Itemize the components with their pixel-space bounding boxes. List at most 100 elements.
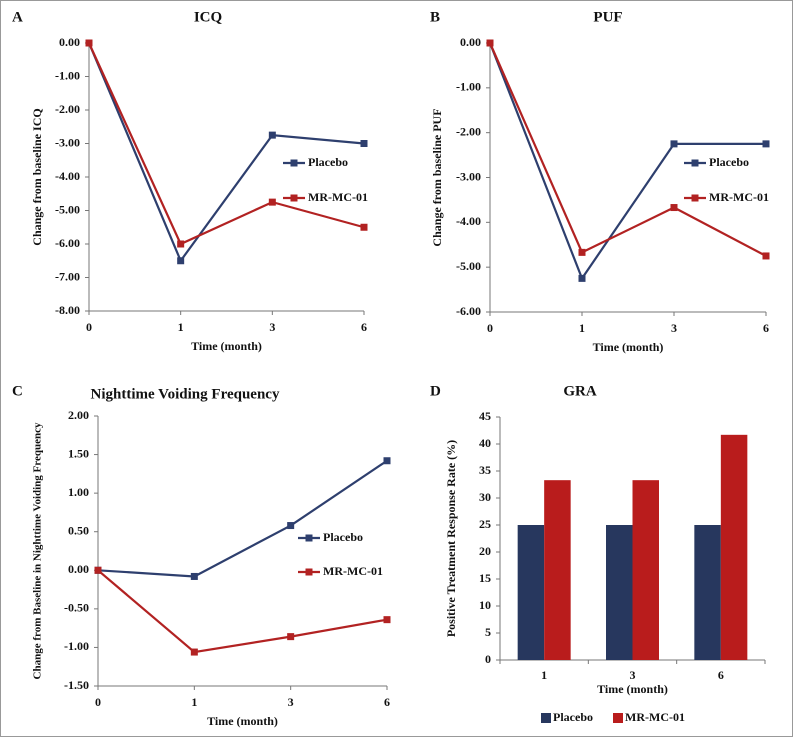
x-axis-label: Time (month) (593, 340, 664, 354)
x-tick-label: 3 (630, 668, 636, 682)
series-line (488, 42, 767, 257)
point (360, 140, 368, 147)
y-tick-label: -6.00 (456, 304, 481, 318)
series-line (87, 42, 365, 246)
legend-label: MR-MC-01 (308, 190, 368, 204)
y-tick-label: 45 (479, 409, 491, 423)
y-tick-label: -1.50 (64, 678, 89, 692)
bar (720, 434, 748, 660)
legend-marker (290, 159, 298, 167)
y-axis-label: Positive Treatment Response Rate (%) (444, 440, 458, 637)
point (190, 572, 198, 580)
series-line (87, 42, 365, 263)
x-tick-label: 1 (178, 320, 184, 334)
point (360, 223, 368, 231)
x-axis-label: Time (month) (191, 339, 262, 353)
point (177, 257, 185, 265)
legend-label: MR-MC-01 (625, 710, 685, 724)
y-tick-label: 0.50 (68, 523, 89, 537)
x-tick-label: 1 (579, 321, 585, 335)
point (85, 39, 93, 47)
legend-marker (305, 568, 313, 576)
y-tick-label: 25 (479, 517, 491, 531)
legend-marker (305, 534, 313, 542)
panel-letter: C (12, 383, 23, 399)
legend-label: MR-MC-01 (323, 564, 383, 578)
y-tick-label: 0.00 (460, 35, 481, 49)
y-tick-label: -1.00 (64, 639, 89, 653)
y-tick-label: -6.00 (55, 236, 80, 250)
chart-title: PUF (593, 9, 622, 25)
y-axis-label: Change from Baseline in Nighttime Voidin… (32, 422, 44, 679)
bar (517, 525, 545, 660)
x-tick-label: 6 (718, 668, 724, 682)
x-tick-label: 3 (671, 321, 677, 335)
y-axis-label: Change from baseline ICQ (30, 108, 44, 245)
x-axis-label: Time (month) (207, 714, 278, 728)
y-tick-label: -5.00 (456, 259, 481, 273)
y-tick-label: -5.00 (55, 202, 80, 216)
y-tick-label: 0.00 (68, 562, 89, 576)
y-tick-label: -8.00 (55, 303, 80, 317)
x-tick-label: 3 (269, 320, 275, 334)
point (268, 198, 276, 206)
chart-title: GRA (563, 383, 597, 399)
y-tick-label: 30 (479, 490, 491, 504)
y-tick-label: -4.00 (55, 169, 80, 183)
x-tick-label: 6 (384, 695, 390, 709)
y-tick-label: 15 (479, 571, 491, 585)
series-line (97, 569, 388, 654)
x-tick-label: 0 (95, 695, 101, 709)
y-tick-label: 10 (479, 598, 491, 612)
point (486, 39, 494, 47)
y-tick-label: 0 (485, 652, 491, 666)
legend-marker (613, 713, 623, 723)
point (287, 522, 295, 530)
y-tick-label: -7.00 (55, 269, 80, 283)
y-tick-label: 1.00 (68, 485, 89, 499)
point (578, 274, 586, 282)
panel-letter: A (12, 9, 23, 25)
x-tick-label: 3 (288, 695, 294, 709)
point (578, 248, 586, 256)
bar (632, 480, 659, 660)
series-line (97, 459, 388, 578)
bar (606, 525, 633, 660)
point (762, 252, 770, 260)
bar (544, 480, 571, 660)
chart-title: ICQ (194, 9, 223, 25)
point (762, 140, 770, 148)
x-tick-label: 6 (763, 321, 769, 335)
y-tick-label: 2.00 (68, 408, 89, 422)
point (268, 131, 276, 139)
bar (694, 525, 721, 660)
x-axis-label: Time (month) (597, 682, 668, 696)
y-tick-label: -1.00 (55, 68, 80, 82)
y-tick-label: 5 (485, 625, 491, 639)
y-tick-label: 35 (479, 463, 491, 477)
point (383, 616, 391, 624)
y-tick-label: 0.00 (59, 35, 80, 49)
series-line (488, 42, 766, 281)
point (670, 140, 678, 148)
x-tick-label: 0 (487, 321, 493, 335)
y-tick-label: 40 (479, 436, 491, 450)
y-tick-label: -2.00 (456, 124, 481, 138)
point (177, 240, 185, 248)
chart-title: Nighttime Voiding Frequency (91, 386, 280, 402)
legend-marker (290, 194, 298, 202)
y-axis-label: Change from baseline PUF (430, 108, 444, 246)
point (94, 566, 102, 574)
x-tick-label: 1 (541, 668, 547, 682)
y-tick-label: 20 (479, 544, 491, 558)
y-tick-label: -1.00 (456, 80, 481, 94)
y-tick-label: -2.00 (55, 102, 80, 116)
x-tick-label: 1 (191, 695, 197, 709)
legend-label: Placebo (709, 155, 749, 169)
legend-marker (541, 713, 551, 723)
y-tick-label: -0.50 (64, 601, 89, 615)
point (287, 633, 295, 641)
